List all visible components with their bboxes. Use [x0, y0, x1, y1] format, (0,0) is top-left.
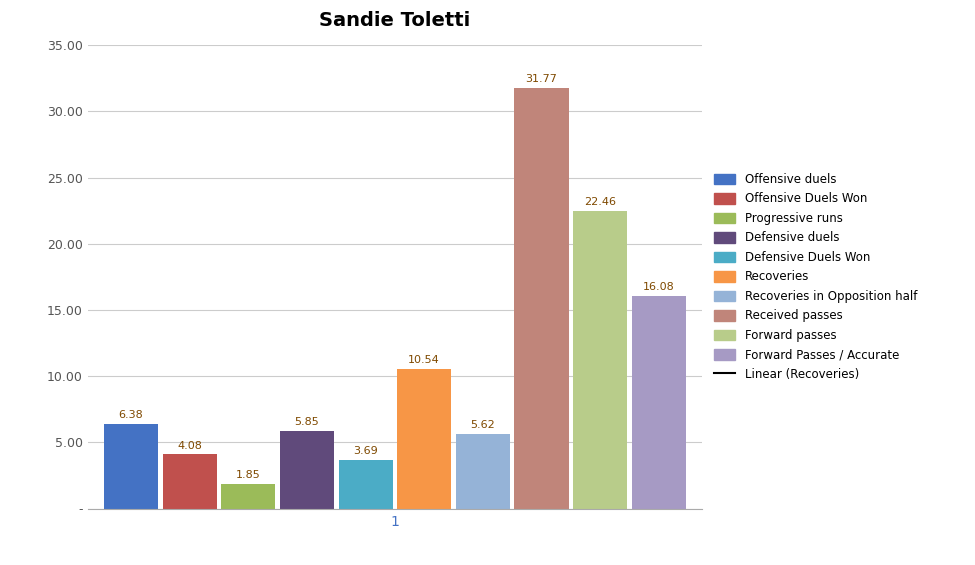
Title: Sandie Toletti: Sandie Toletti — [319, 11, 471, 30]
Text: 5.62: 5.62 — [471, 420, 495, 430]
Text: 1.85: 1.85 — [236, 470, 260, 480]
Text: 3.69: 3.69 — [353, 446, 378, 456]
Bar — [515, 88, 568, 508]
Bar — [455, 434, 510, 508]
Text: 10.54: 10.54 — [409, 355, 440, 365]
Text: 22.46: 22.46 — [584, 197, 616, 207]
Bar — [338, 460, 393, 508]
Text: 6.38: 6.38 — [119, 410, 143, 420]
Legend: Offensive duels, Offensive Duels Won, Progressive runs, Defensive duels, Defensi: Offensive duels, Offensive Duels Won, Pr… — [714, 173, 917, 381]
Bar — [397, 369, 451, 508]
Bar — [163, 454, 216, 509]
Bar — [221, 484, 275, 508]
Text: 16.08: 16.08 — [643, 282, 675, 292]
Bar — [104, 424, 158, 508]
Text: 5.85: 5.85 — [294, 417, 319, 427]
Text: 4.08: 4.08 — [177, 441, 202, 450]
Bar — [573, 211, 627, 508]
Text: 31.77: 31.77 — [526, 74, 558, 84]
Bar — [280, 431, 334, 508]
Bar — [632, 295, 685, 508]
